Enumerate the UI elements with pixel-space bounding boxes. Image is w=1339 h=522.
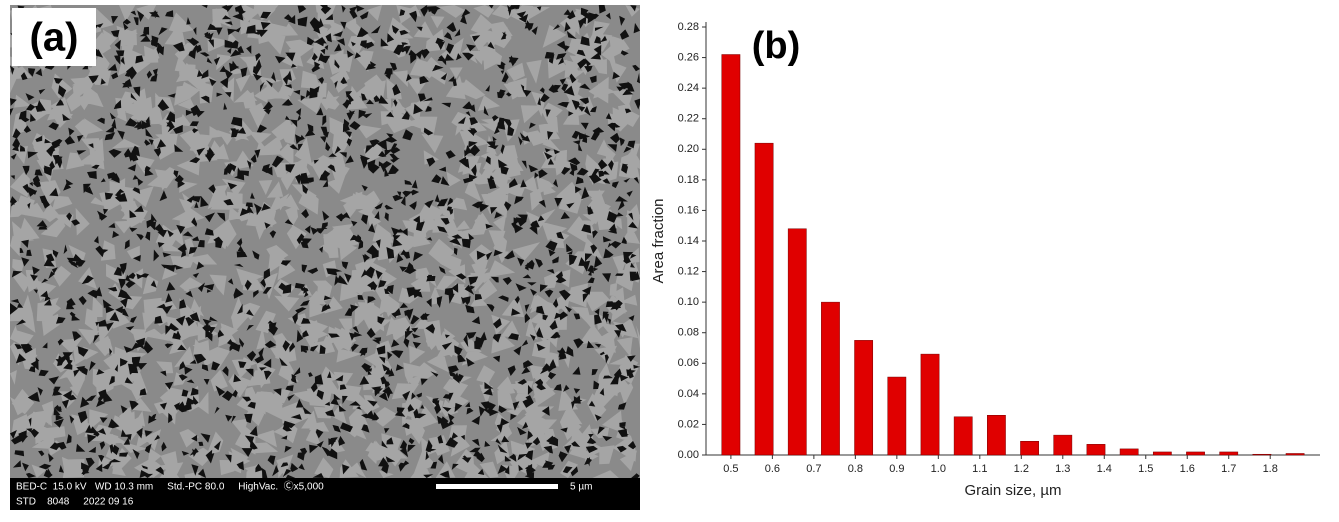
y-tick-label: 0.12 <box>678 265 699 277</box>
y-tick-label: 0.02 <box>678 418 699 430</box>
y-tick-label: 0.16 <box>678 204 699 216</box>
bar <box>854 340 874 456</box>
x-tick-label: 1.4 <box>1097 463 1112 475</box>
bar <box>721 54 741 456</box>
info-bar <box>10 478 640 510</box>
bar <box>1086 444 1106 456</box>
bar <box>1053 434 1073 456</box>
info-line: BED-C 15.0 kV WD 10.3 mm Std.-PC 80.0 Hi… <box>16 481 324 493</box>
scale-bar <box>436 484 558 489</box>
bar <box>1186 451 1205 456</box>
x-tick-label: 1.1 <box>972 463 987 475</box>
y-tick-label: 0.20 <box>678 143 699 155</box>
x-tick-label: 1.0 <box>931 463 946 475</box>
bar <box>1020 440 1039 456</box>
bar <box>887 376 907 456</box>
y-tick-label: 0.26 <box>678 51 699 63</box>
bar <box>754 142 774 456</box>
sem-pores <box>10 5 640 478</box>
label-box <box>12 8 96 66</box>
x-tick-label: 1.3 <box>1055 463 1070 475</box>
bar <box>1285 453 1305 456</box>
bar <box>821 301 840 456</box>
bar <box>920 353 940 456</box>
y-tick-label: 0.24 <box>678 82 699 94</box>
y-tick-label: 0.14 <box>678 235 699 247</box>
x-tick-label: 0.5 <box>723 463 738 475</box>
y-tick-label: 0.06 <box>678 357 699 369</box>
x-tick-label: 0.7 <box>806 463 821 475</box>
y-tick-label: 0.22 <box>678 113 699 125</box>
bar <box>987 415 1006 456</box>
x-tick-label: 0.8 <box>848 463 863 475</box>
x-tick-label: 1.6 <box>1180 463 1195 475</box>
x-tick-label: 1.8 <box>1263 463 1278 475</box>
x-tick-label: 1.7 <box>1221 463 1236 475</box>
panel-label: (a) <box>30 16 79 60</box>
annotation: (b) <box>752 25 801 67</box>
x-tick-label: 1.5 <box>1138 463 1153 475</box>
y-tick-label: 0.18 <box>678 174 699 186</box>
bar <box>1119 448 1139 456</box>
bar <box>787 228 807 456</box>
sem-image: (a) BED-C 15.0 kV WD 10.3 mm Std.-PC 80.… <box>10 5 640 510</box>
bar <box>953 416 973 456</box>
x-tick-label: 0.9 <box>889 463 904 475</box>
y-tick-label: 0.08 <box>678 327 699 339</box>
x-tick-label: 0.6 <box>765 463 780 475</box>
scale-bar-label: 5 µm <box>570 482 592 493</box>
bar <box>1252 453 1272 456</box>
y-tick-label: 0.04 <box>678 388 699 400</box>
bar <box>1152 451 1172 456</box>
x-tick-label: 1.2 <box>1014 463 1029 475</box>
y-tick-label: 0.28 <box>678 21 699 33</box>
info-line: STD 8048 2022 09 16 <box>16 497 134 508</box>
y-tick-label: 0.00 <box>678 449 699 461</box>
y-axis-title: Area fraction <box>650 198 667 283</box>
x-axis-title: Grain size, µm <box>965 482 1062 499</box>
bar <box>1219 451 1239 456</box>
bar-chart: 0.00 0.02 0.04 0.06 0.08 0.10 0.12 0.14 0.16 0.18… <box>650 21 1320 499</box>
y-tick-label: 0.10 <box>678 296 699 308</box>
